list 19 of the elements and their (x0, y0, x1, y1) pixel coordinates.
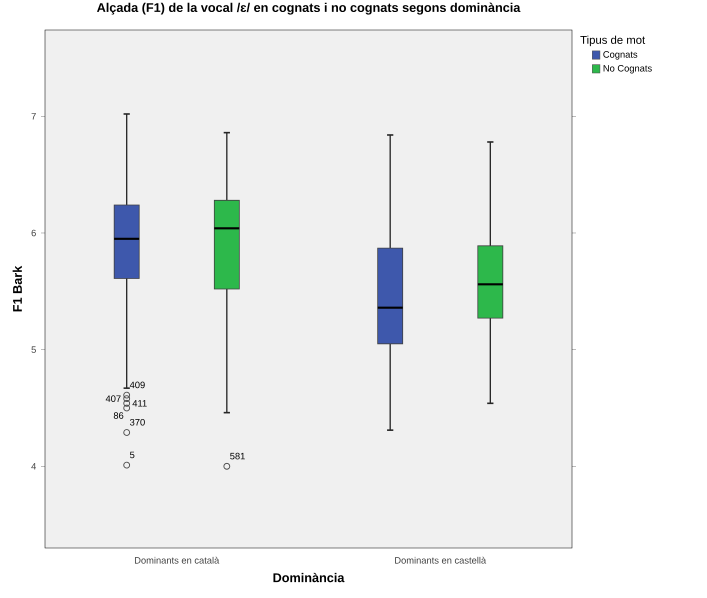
legend-label: Cognats (603, 51, 638, 60)
annotation: 581 (230, 452, 245, 460)
annotation: 409 (130, 382, 145, 388)
annotation: 407 (106, 395, 121, 402)
chart-title: Alçada (F1) de la vocal /ɛ/ en cognats i no cognats segons dominància (96, 2, 520, 15)
y-tick-label: 5 (31, 346, 36, 353)
annotation: 411 (132, 400, 147, 407)
y-tick-label: 7 (32, 113, 36, 120)
legend-label: No Cognats (604, 64, 652, 74)
annotation: 86 (114, 412, 124, 419)
y-axis-title: F1 Bark (12, 266, 22, 312)
annotation: 370 (130, 418, 145, 426)
legend-title: Tipus de mot (580, 36, 646, 46)
x-axis-title: Dominància (273, 572, 344, 582)
y-tick-label: 4 (31, 463, 36, 470)
annotation: 5 (130, 452, 134, 458)
x-tick-label: Dominants en català (134, 556, 220, 564)
x-tick-label: Dominants en castellà (395, 556, 486, 564)
y-tick-label: 6 (32, 230, 36, 236)
